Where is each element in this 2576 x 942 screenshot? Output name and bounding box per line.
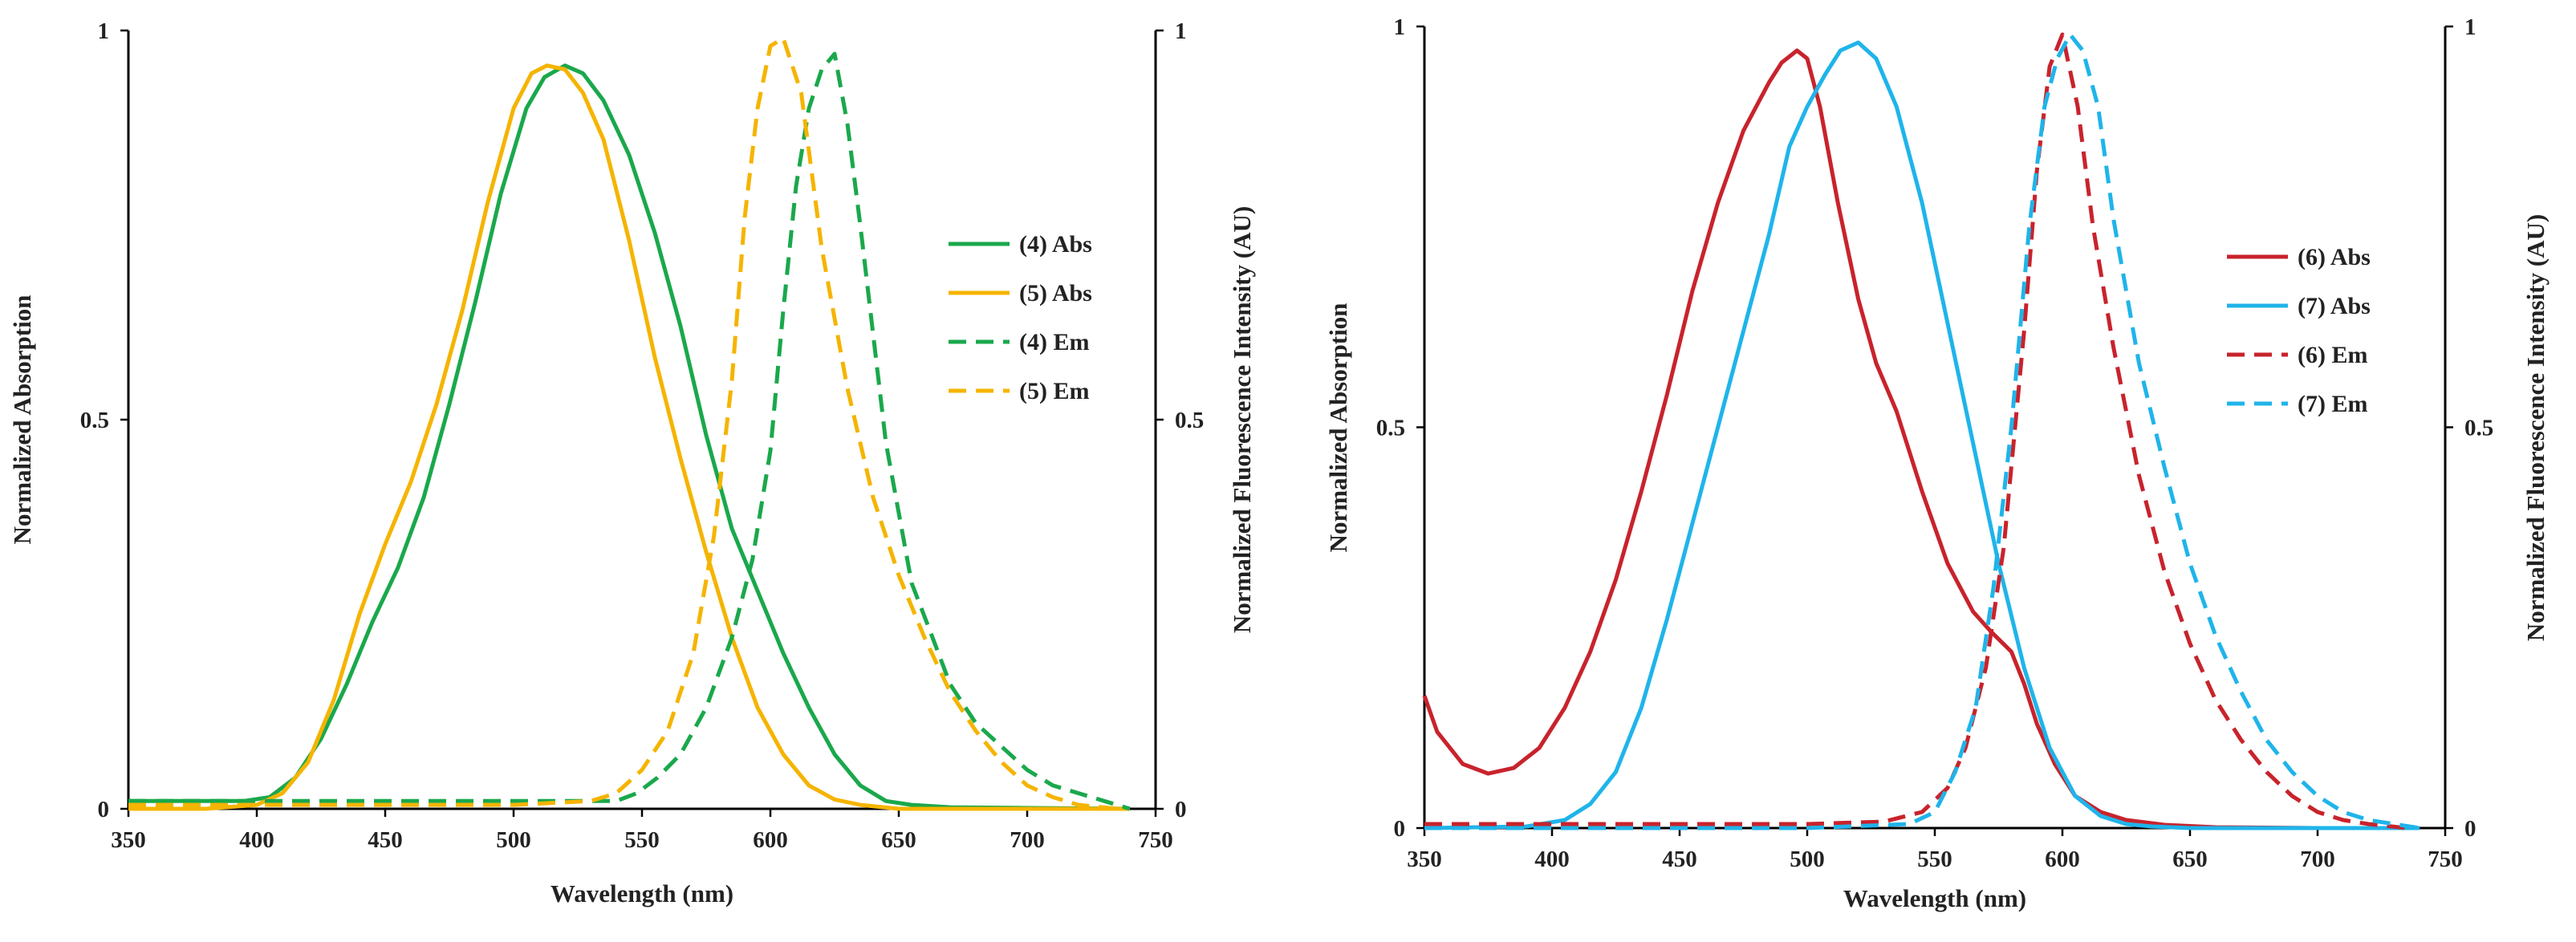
right-x-tick-label: 550 <box>1917 847 1952 872</box>
right-y2-axis-label: Normalized Fluorescence Intensity (AU) <box>2521 214 2550 641</box>
right-x-tick-label: 400 <box>1534 847 1570 872</box>
right-legend-label: (6) Em <box>2298 342 2367 368</box>
right-y-tick-label: 1 <box>1394 14 1406 40</box>
right-y-axis-label: Normalized Absorption <box>1324 303 1352 553</box>
right-series-line-7-abs <box>1424 40 2420 830</box>
right-x-tick-label: 600 <box>2045 847 2080 872</box>
right-series-line-7-em <box>1424 32 2420 830</box>
right-legend-label: (6) Abs <box>2298 244 2371 270</box>
left-y-tick-label: 0.5 <box>80 408 109 433</box>
right-series-line-6-abs <box>1422 48 2420 830</box>
right-y-tick-label: 0 <box>1394 816 1406 842</box>
left-series-line-5-em <box>128 36 1118 811</box>
left-x-tick-label: 700 <box>1010 827 1045 853</box>
left-y-axis-label: Normalized Absorption <box>8 295 36 545</box>
right-legend-label: (7) Abs <box>2298 293 2371 319</box>
left-series-line-4-em <box>128 51 1131 811</box>
left-x-tick-label: 650 <box>881 827 916 853</box>
right-x-axis-label: Wavelength (nm) <box>1843 884 2026 912</box>
right-y2-tick-label: 0.5 <box>2464 416 2493 441</box>
right-x-tick-label: 450 <box>1662 847 1697 872</box>
left-legend-label: (4) Em <box>1019 329 1089 355</box>
left-x-tick-label: 400 <box>239 827 274 853</box>
left-x-tick-label: 600 <box>753 827 788 853</box>
left-y2-tick-label: 0 <box>1175 797 1187 822</box>
left-y2-tick-label: 1 <box>1175 18 1187 44</box>
left-x-tick-label: 450 <box>368 827 403 853</box>
chart-right: 350 400 450 500 550 600 650 700 75000.5100.51Wav… <box>1324 14 2550 912</box>
right-x-tick-label: 750 <box>2428 847 2463 872</box>
left-x-axis-label: Wavelength (nm) <box>551 879 733 907</box>
left-x-tick-label: 500 <box>496 827 531 853</box>
left-x-tick-label: 750 <box>1138 827 1173 853</box>
left-legend-label: (5) Em <box>1019 378 1089 404</box>
chart-left: 350 400 450 500 550 600 650 700 75000.5100.51Wav… <box>8 18 1256 907</box>
right-x-tick-label: 350 <box>1407 847 1442 872</box>
left-series-line-5-abs <box>128 63 1130 811</box>
left-y2-axis-label: Normalized Fluorescence Intensity (AU) <box>1228 206 1256 633</box>
right-y2-tick-label: 0 <box>2464 816 2476 842</box>
left-y-tick-label: 1 <box>98 18 110 44</box>
right-legend-label: (7) Em <box>2298 391 2367 417</box>
left-series-line-4-abs <box>128 63 1131 811</box>
left-x-tick-label: 550 <box>624 827 660 853</box>
right-x-tick-label: 650 <box>2172 847 2208 872</box>
left-legend-label: (5) Abs <box>1019 280 1092 307</box>
right-y-tick-label: 0.5 <box>1376 416 1405 441</box>
left-x-tick-label: 350 <box>111 827 146 853</box>
left-y-tick-label: 0 <box>98 797 110 822</box>
right-x-tick-label: 500 <box>1790 847 1825 872</box>
right-series-line-6-em <box>1424 32 2407 830</box>
left-y2-tick-label: 0.5 <box>1175 408 1204 433</box>
left-legend-label: (4) Abs <box>1019 231 1092 258</box>
right-y2-tick-label: 1 <box>2464 14 2476 40</box>
right-x-tick-label: 700 <box>2300 847 2335 872</box>
